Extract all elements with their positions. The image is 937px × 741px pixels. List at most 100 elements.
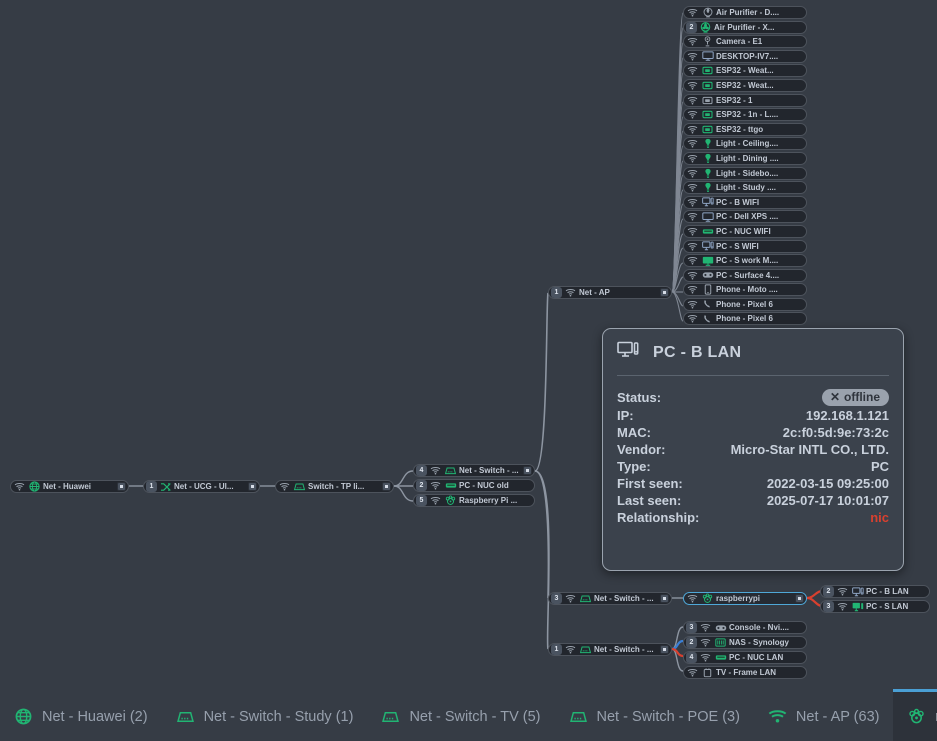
device-detail-tooltip: PC - B LAN Status: ✕ offline IP: 192.168.1.1… — [602, 328, 904, 571]
tooltip-row: Status: ✕ offline — [617, 388, 889, 407]
chip-green-icon — [701, 80, 714, 91]
node-expand-toggle[interactable] — [795, 594, 804, 603]
graph-node-nas-synology[interactable]: 2 NAS - Synology — [683, 636, 807, 649]
graph-node-light-ceiling[interactable]: Light - Ceiling.... — [683, 137, 807, 151]
node-badge: 4 — [416, 465, 427, 476]
graph-node-esp32-ttgo[interactable]: ESP32 - ttgo — [683, 122, 807, 136]
status-label: offline — [844, 390, 880, 404]
node-expand-toggle[interactable] — [248, 482, 257, 491]
tooltip-header: PC - B LAN — [617, 339, 889, 372]
graph-node-pc-surface-4[interactable]: PC - Surface 4.... — [683, 268, 807, 282]
tooltip-row-key: Relationship: — [617, 510, 700, 525]
nas-icon — [714, 637, 727, 648]
graph-node-esp32-1[interactable]: ESP32 - 1 — [683, 93, 807, 107]
node-expand-toggle[interactable] — [117, 482, 126, 491]
graph-node-phone-pixel-6a[interactable]: Phone - Pixel 6 — [683, 297, 807, 311]
globe-icon — [14, 708, 33, 725]
wifi-icon — [564, 593, 577, 604]
node-label: Net - Switch - ... — [594, 645, 654, 654]
tooltip-row-key: IP: — [617, 408, 634, 423]
graph-node-switch-tp[interactable]: Switch - TP li... — [275, 480, 394, 493]
node-label: Net - Switch - ... — [459, 466, 519, 475]
graph-node-pc-b-wifi[interactable]: PC - B WIFI — [683, 195, 807, 209]
node-label: PC - B WIFI — [716, 197, 760, 207]
graph-node-light-dining[interactable]: Light - Dining .... — [683, 151, 807, 165]
tab-net-switch-study[interactable]: Net - Switch - Study (1) — [162, 689, 368, 741]
graph-node-pc-s-wifi[interactable]: PC - S WIFI — [683, 239, 807, 253]
node-expand-toggle[interactable] — [660, 645, 669, 654]
graph-node-net-ucg[interactable]: 1 Net - UCG - Ul... — [143, 480, 260, 493]
graph-node-pc-s-work-m[interactable]: PC - S work M.... — [683, 254, 807, 268]
graph-node-net-switch-b[interactable]: 3 Net - Switch - ... — [548, 592, 672, 605]
graph-node-esp32-1n-l[interactable]: ESP32 - 1n - L.... — [683, 108, 807, 122]
graph-node-phone-pixel-6b[interactable]: Phone - Pixel 6 — [683, 312, 807, 326]
graph-node-tv-frame-lan[interactable]: TV - Frame LAN — [683, 666, 807, 679]
graph-node-console-nvi[interactable]: 3 Console - Nvi.... — [683, 621, 807, 634]
tab-label: Net - Huawei (2) — [42, 708, 148, 725]
graph-node-pc-nuc-lan[interactable]: 4 PC - NUC LAN — [683, 651, 807, 664]
wifi-icon — [564, 287, 577, 298]
tooltip-row-value: PC — [870, 459, 889, 474]
nic-icon — [714, 652, 727, 663]
tab-net-ap[interactable]: Net - AP (63) — [754, 689, 894, 741]
monitor-green-icon — [701, 255, 714, 266]
graph-node-camera-e1[interactable]: Camera - E1 — [683, 35, 807, 49]
node-expand-toggle[interactable] — [382, 482, 391, 491]
graph-node-raspberry-pi[interactable]: 5 Raspberry Pi ... — [413, 494, 535, 507]
graph-node-pc-nuc-wifi[interactable]: PC - NUC WIFI — [683, 224, 807, 238]
graph-node-raspberrypi-node[interactable]: raspberrypi — [683, 592, 807, 605]
chip-green-icon — [701, 124, 714, 135]
chip-green-icon — [701, 65, 714, 76]
graph-node-net-switch-a[interactable]: 4 Net - Switch - ... — [413, 464, 535, 477]
graph-node-esp32-weat-1[interactable]: ESP32 - Weat... — [683, 64, 807, 78]
tv-icon — [701, 667, 714, 678]
wifi-icon — [686, 299, 699, 310]
graph-node-phone-moto[interactable]: Phone - Moto .... — [683, 283, 807, 297]
tab-raspberrypi[interactable]: raspberrypi (2) — [893, 689, 937, 741]
node-expand-toggle[interactable] — [660, 594, 669, 603]
graph-node-pc-dell-xps[interactable]: PC - Dell XPS .... — [683, 210, 807, 224]
graph-node-air-purifier-x[interactable]: 2 Air Purifier - X... — [683, 20, 807, 34]
graph-node-desktop-iv7[interactable]: DESKTOP-IV7.... — [683, 49, 807, 63]
ap-device-list[interactable]: Air Purifier - D.... 2 Air Purifier - X...… — [683, 6, 807, 327]
switch-icon — [176, 708, 195, 725]
node-label: Switch - TP li... — [308, 482, 365, 491]
node-label: Console - Nvi.... — [729, 623, 790, 632]
wifi-icon — [686, 197, 699, 208]
graph-node-light-sidebo[interactable]: Light - Sidebo.... — [683, 166, 807, 180]
wifi-icon — [768, 708, 787, 725]
node-label: Light - Sidebo.... — [716, 168, 779, 178]
wifi-icon — [686, 255, 699, 266]
node-label: Camera - E1 — [716, 37, 763, 47]
status-badge: ✕ offline — [821, 389, 889, 406]
tooltip-row-value: ✕ offline — [710, 388, 889, 407]
tab-label: Net - Switch - TV (5) — [409, 708, 541, 725]
node-badge: 2 — [823, 586, 834, 597]
gamepad-icon — [701, 270, 714, 281]
graph-node-air-purifier-d[interactable]: Air Purifier - D.... — [683, 6, 807, 19]
tab-net-huawei[interactable]: Net - Huawei (2) — [0, 689, 162, 741]
graph-node-pc-nuc-old[interactable]: 2 PC - NUC old — [413, 479, 535, 492]
graph-node-light-study[interactable]: Light - Study .... — [683, 181, 807, 195]
graph-node-net-huawei[interactable]: Net - Huawei — [10, 480, 129, 493]
wifi-icon — [429, 480, 442, 491]
node-expand-toggle[interactable] — [660, 288, 669, 297]
taskbar[interactable]: Net - Huawei (2) Net - Switch - Study (1)… — [0, 689, 937, 741]
node-expand-toggle[interactable] — [523, 466, 532, 475]
desktop-green-icon — [851, 601, 864, 612]
node-badge: 3 — [823, 601, 834, 612]
tab-net-switch-tv[interactable]: Net - Switch - TV (5) — [367, 689, 554, 741]
desktop-icon — [617, 341, 639, 364]
graph-node-pc-s-lan[interactable]: 3 PC - S LAN — [820, 600, 930, 613]
graph-node-esp32-weat-2[interactable]: ESP32 - Weat... — [683, 78, 807, 92]
graph-node-pc-b-lan[interactable]: 2 PC - B LAN — [820, 585, 930, 598]
tab-net-switch-poe[interactable]: Net - Switch - POE (3) — [555, 689, 754, 741]
desktop-icon — [851, 586, 864, 597]
graph-node-net-ap[interactable]: 1 Net - AP — [548, 286, 672, 299]
node-label: PC - S LAN — [866, 602, 909, 611]
bulb-icon — [701, 168, 714, 179]
tooltip-row-value: nic — [870, 510, 889, 525]
graph-node-net-switch-c[interactable]: 1 Net - Switch - ... — [548, 643, 672, 656]
wifi-icon — [699, 622, 712, 633]
